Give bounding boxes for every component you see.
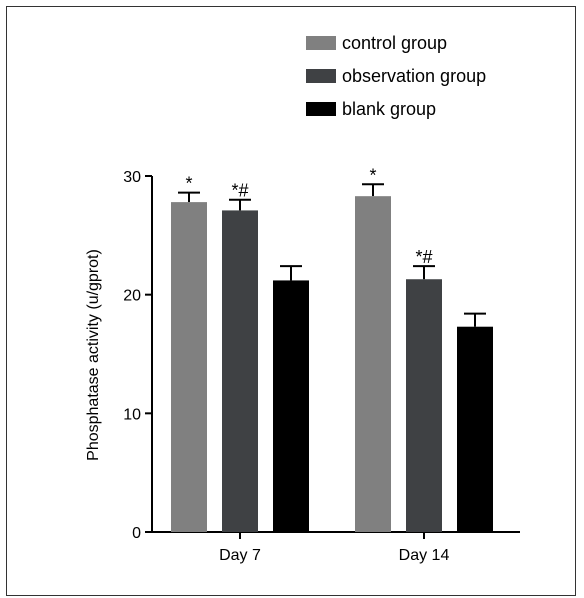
y-tick-label: 0 — [132, 525, 141, 542]
y-tick-label: 20 — [123, 288, 141, 305]
x-tick-label: Day 14 — [399, 547, 450, 564]
bar — [406, 279, 442, 532]
plot-area: 0 10 20 30 Day 7 * *# Day 14 * *# — [123, 165, 520, 564]
legend-label: blank group — [342, 99, 436, 119]
significance-mark: * — [185, 174, 192, 194]
bar — [273, 280, 309, 532]
x-tick-label: Day 7 — [219, 547, 261, 564]
y-axis-label: Phosphatase activity (u/gprot) — [85, 249, 102, 461]
legend: control group observation group blank grou… — [306, 33, 486, 119]
bar — [355, 196, 391, 532]
bar — [222, 210, 258, 532]
bar — [457, 326, 493, 532]
legend-swatch — [306, 69, 336, 83]
significance-mark: *# — [415, 247, 432, 267]
significance-mark: * — [369, 165, 376, 185]
legend-label: observation group — [342, 66, 486, 86]
legend-label: control group — [342, 33, 447, 53]
y-tick-label: 30 — [123, 169, 141, 186]
y-tick-label: 10 — [123, 406, 141, 423]
bar — [171, 202, 207, 532]
legend-swatch — [306, 36, 336, 50]
legend-swatch — [306, 102, 336, 116]
significance-mark: *# — [231, 181, 248, 201]
